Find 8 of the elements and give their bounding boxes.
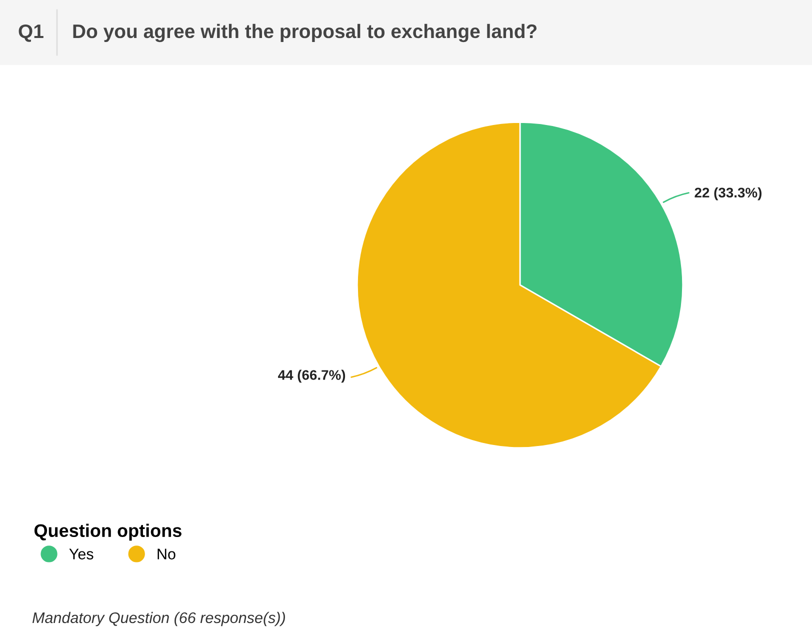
legend-title: Question options [34, 524, 182, 541]
data-label: 22 (33.3%) [694, 187, 762, 200]
data-label: 44 (66.7%) [278, 370, 346, 383]
chart-subtitle: Do you agree with the proposal to exchange land? [73, 24, 537, 42]
text: Mandatory Question (66 response(s)) [32, 612, 285, 626]
legend-label: No [158, 548, 176, 560]
legend-label: Yes [69, 548, 94, 560]
chart-title: Q1 [18, 24, 44, 42]
